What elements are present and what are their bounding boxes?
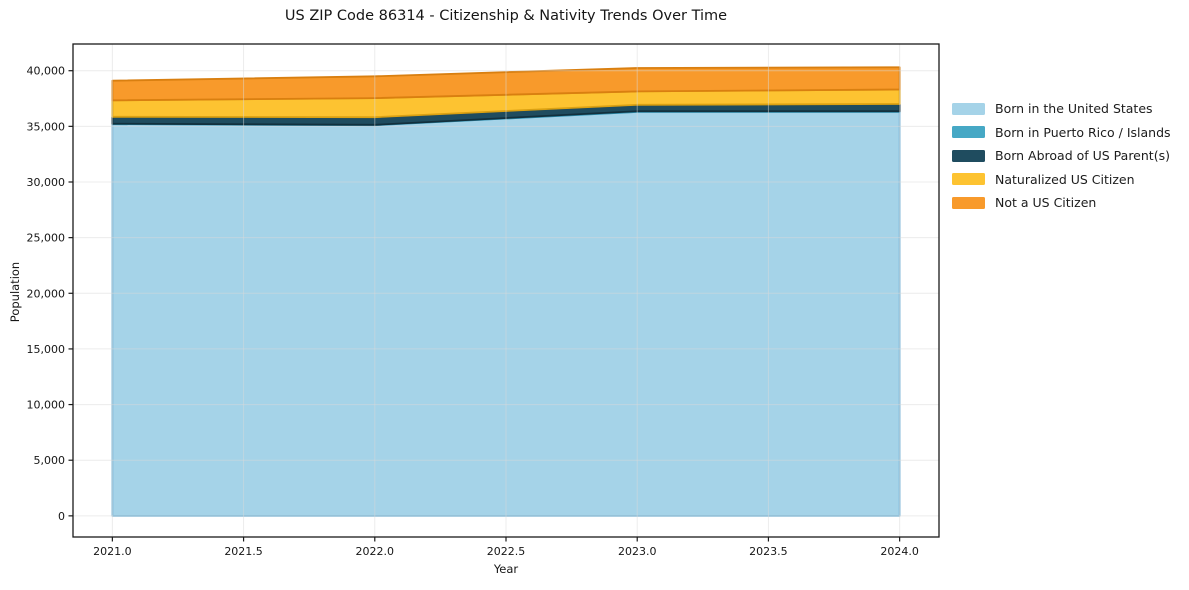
- legend-swatch-born-us: [952, 102, 985, 115]
- y-tick-label: 10,000: [27, 399, 66, 412]
- x-tick-label: 2023.0: [618, 545, 657, 558]
- y-tick-label: 5,000: [34, 454, 66, 467]
- x-tick-label: 2022.5: [487, 545, 526, 558]
- legend: Born in the United States Born in Puerto …: [952, 101, 1171, 220]
- y-tick-label: 25,000: [27, 232, 66, 245]
- legend-swatch-born-pr-islands: [952, 126, 985, 138]
- x-axis-label: Year: [493, 562, 519, 576]
- y-tick-label: 30,000: [27, 176, 66, 189]
- legend-swatch-born-abroad: [952, 149, 985, 162]
- legend-item-naturalized: Naturalized US Citizen: [952, 171, 1171, 187]
- legend-label: Not a US Citizen: [995, 195, 1097, 210]
- legend-item-born-pr-islands: Born in Puerto Rico / Islands: [952, 124, 1171, 140]
- legend-item-born-abroad: Born Abroad of US Parent(s): [952, 148, 1171, 163]
- legend-label: Naturalized US Citizen: [995, 171, 1135, 187]
- y-tick-label: 15,000: [27, 343, 66, 356]
- x-tick-label: 2021.0: [93, 545, 132, 558]
- legend-label: Born in Puerto Rico / Islands: [995, 124, 1171, 140]
- y-tick-label: 40,000: [27, 65, 66, 78]
- y-tick-label: 20,000: [27, 287, 66, 300]
- legend-item-not-citizen: Not a US Citizen: [952, 195, 1171, 210]
- x-tick-label: 2022.0: [356, 545, 395, 558]
- y-tick-label: 0: [58, 510, 65, 523]
- legend-item-born-us: Born in the United States: [952, 101, 1171, 116]
- y-tick-label: 35,000: [27, 120, 66, 133]
- legend-swatch-naturalized: [952, 173, 985, 185]
- y-axis-label: Population: [8, 261, 22, 323]
- legend-label: Born Abroad of US Parent(s): [995, 148, 1170, 163]
- x-tick-label: 2021.5: [224, 545, 263, 558]
- legend-label: Born in the United States: [995, 101, 1153, 116]
- legend-swatch-not-citizen: [952, 196, 985, 209]
- x-tick-label: 2024.0: [880, 545, 919, 558]
- x-tick-label: 2023.5: [749, 545, 788, 558]
- chart-title: US ZIP Code 86314 - Citizenship & Nativi…: [284, 8, 728, 24]
